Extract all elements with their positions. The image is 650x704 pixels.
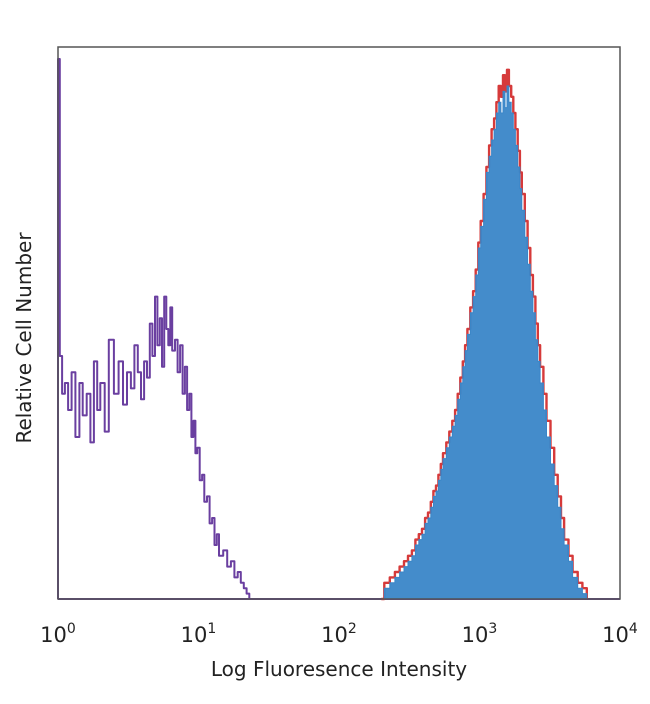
x-tick-label: 100 [40, 621, 76, 647]
x-axis-label: Log Fluoresence Intensity [211, 657, 467, 681]
x-tick-label: 101 [181, 621, 217, 647]
series-isotype-control-line [57, 58, 251, 599]
x-tick-label: 102 [321, 621, 357, 647]
x-tick-label: 103 [462, 621, 498, 647]
x-tick-labels: 100 101 102 103 104 [40, 621, 638, 647]
x-tick-label: 104 [602, 621, 638, 647]
plot-frame [57, 46, 621, 600]
plot-area [57, 58, 620, 601]
series-filled-histogram [381, 85, 588, 600]
y-axis-label: Relative Cell Number [12, 232, 36, 444]
